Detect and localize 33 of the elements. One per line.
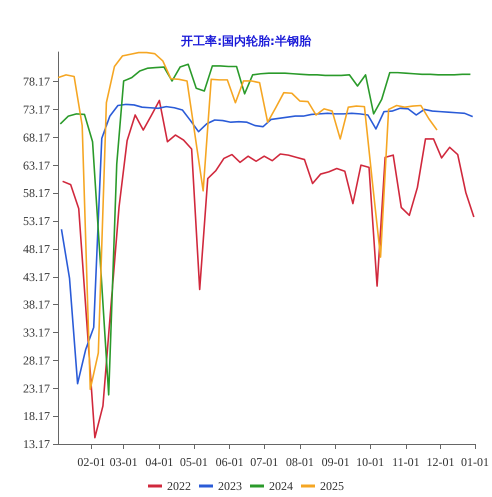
y-tick-label: 63.17 [23, 158, 50, 172]
x-tick-label: 01-01 [461, 455, 489, 469]
legend-label: 2023 [218, 479, 242, 493]
x-tick-label: 04-01 [145, 455, 174, 469]
legend-label: 2022 [167, 479, 191, 493]
chart-title: 开工率:国内轮胎:半钢胎 [180, 34, 312, 48]
x-tick-label: 06-01 [216, 455, 244, 469]
y-tick-label: 33.17 [23, 326, 50, 340]
y-tick-label: 28.17 [23, 353, 50, 368]
y-tick-label: 18.17 [23, 409, 50, 424]
x-tick-label: 05-01 [180, 455, 208, 469]
y-tick-label: 43.17 [23, 270, 50, 284]
y-tick-label: 78.17 [23, 74, 50, 89]
y-tick-label: 48.17 [23, 242, 50, 256]
x-tick-label: 03-01 [110, 455, 138, 469]
x-tick-label: 12-01 [426, 455, 454, 469]
y-tick-label: 58.17 [23, 186, 50, 200]
y-tick-label: 53.17 [23, 214, 50, 228]
y-tick-label: 73.17 [23, 102, 50, 117]
x-tick-label: 09-01 [322, 455, 350, 469]
y-tick-label: 68.17 [23, 130, 50, 144]
x-tick-label: 11-01 [392, 455, 420, 469]
x-tick-label: 10-01 [356, 455, 384, 469]
x-tick-label: 08-01 [286, 455, 314, 469]
y-tick-label: 13.17 [23, 437, 50, 451]
x-tick-label: 07-01 [250, 455, 278, 469]
y-tick-label: 23.17 [23, 381, 50, 396]
x-tick-label: 02-01 [77, 455, 106, 469]
legend-label: 2025 [320, 479, 344, 493]
line-series [60, 104, 474, 384]
line-series [62, 100, 475, 438]
y-tick-label: 38.17 [23, 298, 50, 312]
legend-label: 2024 [269, 479, 293, 493]
